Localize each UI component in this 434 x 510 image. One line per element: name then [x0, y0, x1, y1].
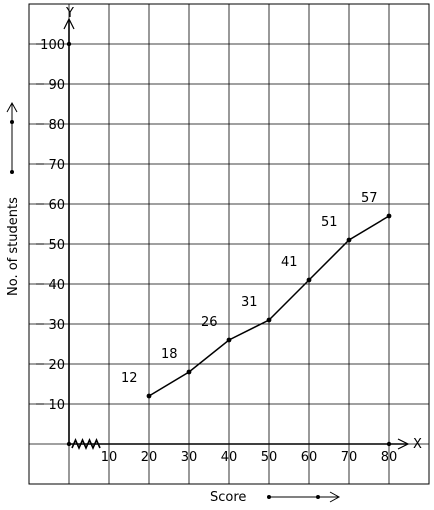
x-axis-arrowhead	[397, 438, 410, 450]
tick-labels: 10 20 30 40 50 60 70 80 90 100 10 20 30 40 50 60 70 80	[36, 38, 397, 465]
data-point	[266, 317, 272, 323]
x-direction-arrow	[267, 491, 341, 503]
data-label: 12	[121, 371, 138, 386]
x-axis-end-point	[386, 441, 392, 447]
y-tick-label: 40	[48, 278, 65, 293]
x-tick-label: 10	[101, 450, 118, 465]
data-label: 18	[161, 347, 178, 362]
y-tick-label: 20	[48, 358, 65, 373]
y-tick-label: 80	[48, 118, 65, 133]
y-tick-label: 70	[48, 158, 65, 173]
y-tick-label: 90	[48, 78, 65, 93]
y-tick-label: 30	[48, 318, 65, 333]
x-tick-label: 80	[381, 450, 398, 465]
y-tick-label: 60	[48, 198, 65, 213]
origin-point	[66, 441, 72, 447]
y-tick-label: 10	[48, 398, 65, 413]
axis-break-zigzag	[71, 438, 101, 450]
data-label: 26	[201, 315, 218, 330]
data-label: 57	[361, 191, 378, 206]
data-labels: 12 18 26 31 41 51 57	[121, 191, 378, 386]
data-series	[146, 213, 392, 399]
y-axis-letter: Y	[65, 6, 74, 21]
x-tick-label: 20	[141, 450, 158, 465]
y-axis-title: No. of students	[6, 197, 21, 296]
grid	[28, 3, 430, 485]
x-tick-label: 40	[221, 450, 238, 465]
data-point	[306, 277, 312, 283]
y-axis-end-point	[66, 41, 72, 47]
data-label: 41	[281, 255, 298, 270]
x-tick-label: 30	[181, 450, 198, 465]
data-point	[386, 213, 392, 219]
data-point	[346, 237, 352, 243]
x-axis-title: Score	[210, 490, 246, 505]
axes	[63, 17, 410, 450]
y-axis-arrowhead	[63, 17, 75, 30]
data-label: 51	[321, 215, 338, 230]
data-point	[186, 369, 192, 375]
data-point	[146, 393, 152, 399]
data-label: 31	[241, 295, 258, 310]
x-tick-label: 50	[261, 450, 278, 465]
y-tick-label: 50	[48, 238, 65, 253]
y-direction-arrow	[6, 101, 18, 174]
x-tick-label: 70	[341, 450, 358, 465]
y-tick-label: 100	[40, 38, 65, 53]
x-axis-letter: X	[413, 437, 422, 452]
x-tick-label: 60	[301, 450, 318, 465]
data-point	[226, 337, 232, 343]
